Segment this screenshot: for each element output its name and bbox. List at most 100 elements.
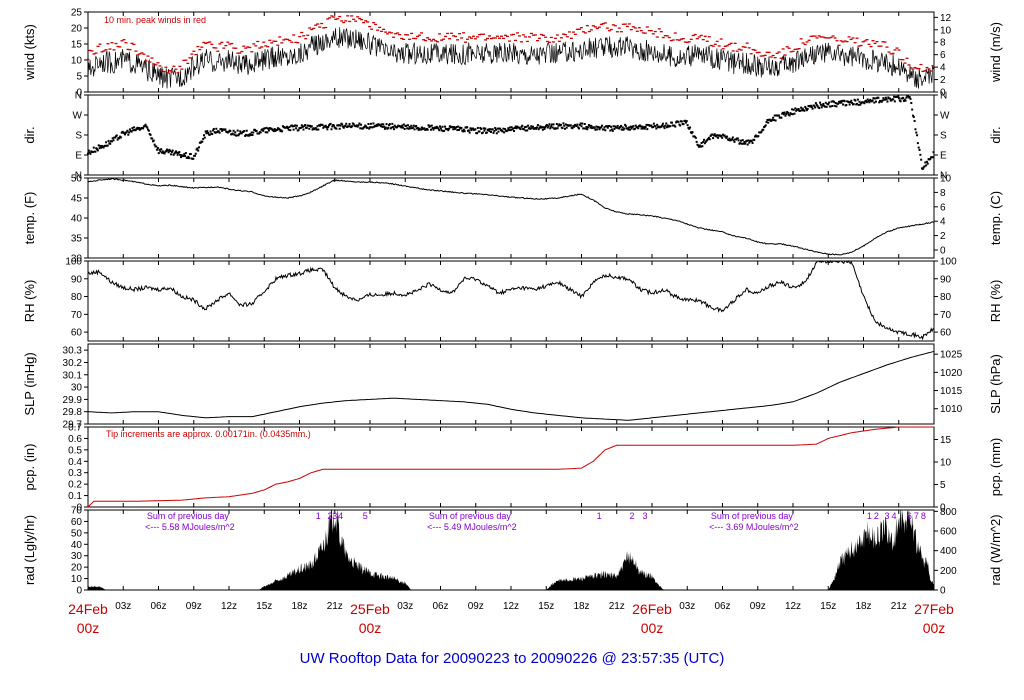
dir-point	[885, 98, 888, 101]
dir-point	[820, 106, 823, 109]
dir-point	[474, 128, 477, 131]
dir-point	[555, 122, 558, 125]
dir-point	[443, 129, 446, 132]
dir-point	[698, 145, 701, 148]
dir-point	[220, 128, 223, 131]
dir-point	[434, 127, 437, 130]
radiation-marker: 5	[363, 511, 368, 521]
slp-ytick-label: 30.2	[63, 358, 83, 369]
dir-point	[125, 131, 128, 134]
dir-point	[641, 125, 644, 128]
wind-ylabel2: wind (m/s)	[988, 22, 1003, 83]
dir-point	[429, 128, 432, 131]
dir-point	[833, 100, 836, 103]
temp-ytick2-label: 6	[940, 202, 946, 213]
dir-point	[884, 98, 887, 101]
dir-point	[931, 156, 934, 159]
dir-point	[183, 153, 186, 156]
time-axis: 03z 06z 09z 12z 15z 18z 21z 03z 06z 09z 12z 15z 18z 2…	[68, 601, 954, 636]
dir-point	[550, 125, 553, 128]
dir-point	[211, 133, 214, 136]
dir-point	[507, 127, 510, 130]
dir-point	[387, 126, 390, 129]
dir-point	[378, 124, 381, 127]
dir-point	[127, 133, 130, 136]
dir-point	[161, 151, 164, 154]
hour-tick-label: 09z	[186, 601, 202, 612]
dir-point	[96, 148, 99, 151]
dir-point	[166, 149, 169, 152]
dir-point	[208, 133, 211, 136]
dir-point	[865, 99, 868, 102]
dir-point	[157, 152, 160, 155]
pcp-ytick-label: 0.3	[68, 468, 82, 479]
dir-point	[123, 132, 126, 135]
dir-point	[311, 128, 314, 131]
dir-point	[704, 140, 707, 143]
dir-point	[564, 123, 567, 126]
dir-point	[338, 127, 341, 130]
dir-point	[215, 127, 218, 130]
dir-point	[237, 134, 240, 137]
dir-point	[174, 151, 177, 154]
pcp-ytick-label: 0.7	[68, 423, 82, 434]
dir-point	[248, 134, 251, 137]
dir-point	[175, 150, 178, 153]
dir-point	[925, 164, 928, 167]
wind-ytick-label: 5	[76, 72, 82, 83]
dir-point	[413, 128, 416, 131]
dir-point	[171, 149, 174, 152]
slp-ytick-label: 29.7	[63, 420, 83, 431]
dir-point	[369, 126, 372, 129]
dir-point	[848, 103, 851, 106]
pcp-ytick-label: 0.5	[68, 445, 82, 456]
dir-point	[156, 148, 159, 151]
dir-point	[506, 129, 509, 132]
dir-point	[586, 128, 589, 131]
temp-line	[87, 178, 935, 256]
dir-point	[240, 132, 243, 135]
radiation-area	[88, 510, 934, 590]
pcp-ytick-label: 0.1	[68, 491, 82, 502]
dir-point	[725, 136, 728, 139]
dir-point	[816, 105, 819, 108]
dir-point	[401, 124, 404, 127]
dir-point	[831, 105, 834, 108]
dir-point	[541, 126, 544, 129]
dir-point	[514, 125, 517, 128]
dir-point	[267, 127, 270, 130]
dir-point	[874, 100, 877, 103]
rh-ytick-label: 100	[65, 257, 82, 268]
hour-tick-label: 21z	[327, 601, 343, 612]
dir-point	[576, 123, 579, 126]
dir-point	[292, 128, 295, 131]
dir-point	[569, 124, 572, 127]
dir-point	[742, 142, 745, 145]
dir-point	[504, 128, 507, 131]
dir-point	[144, 123, 147, 126]
panel-temp: 30 35 40 45 50 0 2 4 6 8 10 temp. (F) temp. (C)	[22, 174, 1003, 265]
pcp-line	[87, 426, 934, 508]
dir-point	[476, 132, 479, 135]
dir-point	[543, 127, 546, 130]
hour-tick-label: 06z	[150, 601, 166, 612]
dir-point	[892, 98, 895, 101]
dir-point	[481, 131, 484, 134]
dir-point	[739, 142, 742, 145]
dir-point	[629, 125, 632, 128]
dir-point	[301, 125, 304, 128]
dir-point	[286, 127, 289, 130]
dir-point	[829, 105, 832, 108]
dir-point	[87, 149, 90, 152]
dir-point	[218, 131, 221, 134]
dir-point	[187, 155, 190, 158]
dir-point	[564, 127, 567, 130]
dir-point	[920, 158, 923, 161]
dir-point	[420, 126, 423, 129]
dir-point	[294, 124, 297, 127]
dir-point	[102, 146, 105, 149]
pcp-frame	[87, 426, 935, 508]
dir-point	[489, 128, 492, 131]
dir-point	[499, 127, 502, 130]
dir-point	[98, 147, 101, 150]
